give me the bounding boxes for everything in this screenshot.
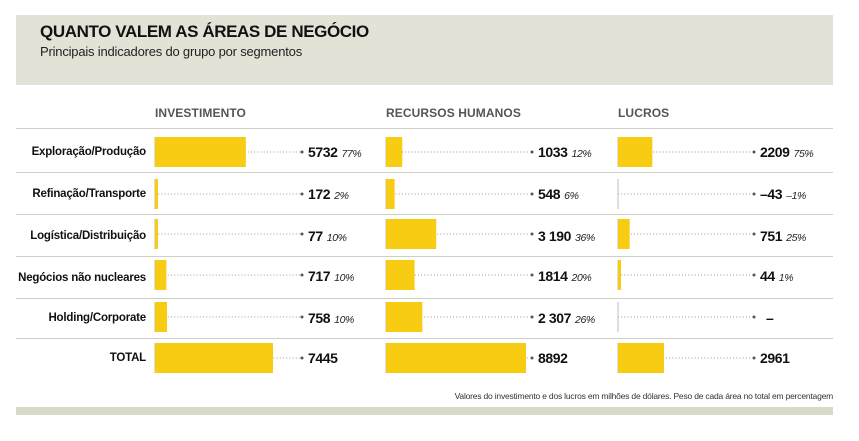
leader-dot — [300, 150, 304, 154]
leader-dot — [752, 315, 756, 319]
value-label: 8892 — [538, 350, 568, 366]
value-label: 77 10% — [308, 228, 347, 244]
bar-lucros — [618, 137, 653, 167]
value-label: 1033 12% — [538, 144, 592, 160]
row-label-exploracao: Exploração/Produção — [31, 146, 147, 158]
value-label: 758 10% — [308, 310, 354, 326]
bottom-rule — [16, 407, 833, 415]
footnote: Valores do investimento e dos lucros em … — [454, 391, 834, 401]
value-label: 3 190 36% — [538, 228, 595, 244]
leader-dot — [300, 232, 304, 236]
bar-recursos-humanos — [386, 343, 526, 373]
row-separator — [16, 256, 833, 257]
value-label: – — [766, 310, 774, 326]
bar-recursos-humanos — [386, 260, 415, 290]
value-label: 548 6% — [538, 186, 579, 202]
row-label-logistica: Logística/Distribuição — [30, 230, 146, 242]
chart-subtitle: Principais indicadores do grupo por segm… — [40, 44, 302, 59]
bar-investimento — [155, 179, 158, 209]
row-separator — [16, 338, 833, 339]
bar-investimento — [155, 302, 168, 332]
value-label: 2 307 26% — [538, 310, 595, 326]
leader-dot — [530, 232, 534, 236]
value-label: 717 10% — [308, 268, 354, 284]
leader-dot — [752, 356, 756, 360]
row-separator — [16, 214, 833, 215]
bar-lucros — [618, 219, 630, 249]
chart-title: QUANTO VALEM AS ÁREAS DE NEGÓCIO — [40, 22, 369, 41]
value-label: 7445 — [308, 350, 338, 366]
row-separator — [16, 128, 833, 129]
value-label: 751 25% — [760, 228, 806, 244]
bar-recursos-humanos — [386, 302, 423, 332]
leader-dot — [752, 192, 756, 196]
leader-dot — [530, 315, 534, 319]
leader-dot — [530, 150, 534, 154]
bar-investimento — [155, 343, 273, 373]
bar-recursos-humanos — [386, 179, 395, 209]
bar-recursos-humanos — [386, 137, 403, 167]
bar-investimento — [155, 260, 167, 290]
leader-dot — [752, 232, 756, 236]
row-label-negocios: Negócios não nucleares — [18, 272, 146, 284]
leader-dot — [300, 315, 304, 319]
row-label-holding: Holding/Corporate — [48, 312, 146, 324]
leader-dot — [752, 273, 756, 277]
value-label: 1814 20% — [538, 268, 592, 284]
bar-lucros — [618, 260, 621, 290]
leader-dot — [530, 192, 534, 196]
value-label: 44 1% — [760, 268, 794, 284]
column-header-recursos-humanos: RECURSOS HUMANOS — [386, 106, 521, 120]
value-label: 2209 75% — [760, 144, 814, 160]
value-label: 172 2% — [308, 186, 349, 202]
leader-dot — [530, 273, 534, 277]
column-header-lucros: LUCROS — [618, 106, 670, 120]
bar-recursos-humanos — [386, 219, 437, 249]
row-label-total: TOTAL — [109, 352, 146, 364]
row-separator — [16, 172, 833, 173]
value-label: –43 –1% — [760, 186, 806, 202]
leader-dot — [300, 192, 304, 196]
leader-dot — [530, 356, 534, 360]
value-label: 2961 — [760, 350, 790, 366]
header-band — [16, 15, 833, 85]
bar-investimento — [155, 137, 246, 167]
row-separator — [16, 298, 833, 299]
leader-dot — [300, 356, 304, 360]
bar-investimento — [155, 219, 158, 249]
leader-dot — [752, 150, 756, 154]
leader-dot — [300, 273, 304, 277]
bar-lucros — [618, 343, 664, 373]
row-label-refinacao: Refinação/Transporte — [32, 188, 146, 200]
value-label: 5732 77% — [308, 144, 362, 160]
column-header-investimento: INVESTIMENTO — [155, 106, 246, 120]
